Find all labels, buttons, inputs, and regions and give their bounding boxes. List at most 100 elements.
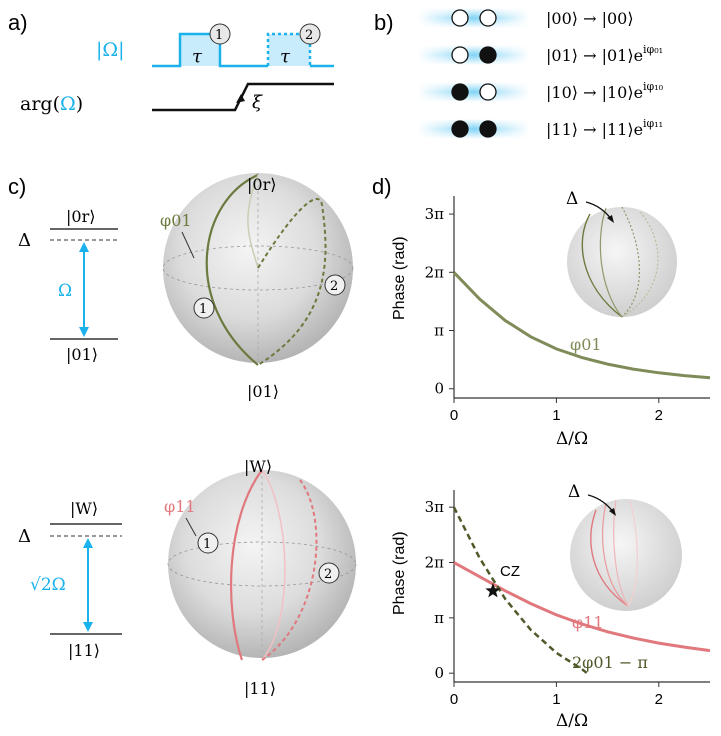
panel-d: d) 0 π 2π 3π 0 1 2 Phase (rad) Δ/Ω φ01 Δ 0 π 2π 3… bbox=[372, 174, 711, 731]
inset-arc-top-1 bbox=[581, 213, 623, 318]
upper-level-top: |0r⟩ bbox=[66, 207, 95, 226]
atom bbox=[451, 9, 469, 27]
atom bbox=[479, 9, 497, 27]
inset-arc-bottom-4 bbox=[627, 499, 638, 607]
lower-level-top: |01⟩ bbox=[66, 345, 98, 364]
sphere-top-north: |0r⟩ bbox=[247, 175, 276, 194]
phase-pointer-top bbox=[181, 231, 195, 259]
sphere-bottom-north: |W⟩ bbox=[244, 457, 272, 476]
trajectory-1-back-bottom bbox=[261, 469, 286, 661]
atom bbox=[451, 120, 469, 138]
level-diagram-bottom: |W⟩ Δ √2Ω |11⟩ bbox=[18, 499, 122, 660]
inset-arc-bottom-1 bbox=[590, 509, 629, 607]
panel-c-label: c) bbox=[8, 174, 26, 199]
marker-2-bottom bbox=[318, 562, 340, 584]
state-phase: iφ₀₁ bbox=[643, 43, 663, 56]
laser-beam-fade bbox=[418, 8, 530, 28]
tau-2: τ bbox=[280, 46, 291, 67]
ylabel-top: Phase (rad) bbox=[391, 236, 408, 320]
panel-d-label: d) bbox=[372, 174, 392, 199]
state-mapping: |00⟩ → |00⟩ bbox=[546, 9, 634, 28]
y-tick-label: 0 bbox=[434, 380, 444, 398]
trajectory-2-bottom bbox=[261, 479, 318, 661]
y-tick-label: 0 bbox=[434, 664, 444, 682]
coupling-top: Ω bbox=[58, 281, 72, 301]
phase-label-bottom: φ11 bbox=[164, 497, 196, 516]
y-tick-label: π bbox=[434, 322, 444, 340]
x-tick-label: 0 bbox=[450, 407, 458, 424]
trajectory-2-top bbox=[257, 197, 327, 366]
marker-2-top-label: 2 bbox=[330, 279, 338, 294]
phase-step-line bbox=[152, 82, 334, 112]
inset-arc-top-4 bbox=[621, 211, 659, 318]
cz-star-marker bbox=[485, 582, 501, 598]
inset-delta-top: Δ bbox=[566, 189, 578, 209]
x-tick-label: 1 bbox=[552, 691, 560, 708]
curve-label-phi11: φ11 bbox=[572, 613, 604, 632]
cz-label: CZ bbox=[500, 563, 520, 580]
arrow-head-up-bottom bbox=[83, 538, 93, 548]
x-tick-label: 0 bbox=[450, 691, 458, 708]
pulse-line-1 bbox=[152, 32, 268, 68]
xi-label: ξ bbox=[252, 92, 263, 113]
atom bbox=[479, 46, 497, 64]
detuning-bottom: Δ bbox=[18, 526, 31, 547]
marker-1-bottom bbox=[197, 532, 219, 554]
atom bbox=[479, 120, 497, 138]
state-mapping: |10⟩ → |10⟩eiφ₁₀ bbox=[546, 80, 664, 102]
tau-1: τ bbox=[192, 46, 203, 67]
x-tick-label: 1 bbox=[552, 407, 560, 424]
sphere-body-bottom bbox=[168, 470, 356, 658]
marker-2-top bbox=[324, 274, 346, 296]
state-mapping: |11⟩ → |11⟩eiφ₁₁ bbox=[546, 117, 663, 139]
x-tick-label: 2 bbox=[655, 407, 663, 424]
panel-b: b) |00⟩ → |00⟩ |01⟩ → |01⟩eiφ₀₁ |10⟩ → |10… bbox=[374, 8, 664, 139]
pulse-2-number: 2 bbox=[305, 28, 313, 43]
ticks-bottom: 0 π 2π 3π 0 1 2 bbox=[425, 498, 663, 708]
panel-a-label: a) bbox=[8, 10, 28, 35]
state-rows: |00⟩ → |00⟩ |01⟩ → |01⟩eiφ₀₁ |10⟩ → |10⟩ei… bbox=[418, 8, 664, 139]
pulse-1-marker bbox=[209, 23, 231, 45]
panel-a: a) |Ω| τ τ 1 2 arg(Ω) ξ bbox=[8, 10, 334, 115]
inset-arrow-head-top bbox=[607, 215, 614, 223]
trajectory-1-bottom bbox=[229, 469, 263, 661]
inset-delta-bottom: Δ bbox=[568, 482, 580, 502]
state-phase: iφ₁₁ bbox=[643, 117, 663, 130]
abs-omega-label: |Ω| bbox=[96, 39, 125, 61]
sphere-bottom-south: |11⟩ bbox=[244, 679, 276, 698]
curve-phi01 bbox=[452, 271, 711, 380]
y-tick-label: π bbox=[434, 609, 444, 627]
xlabel-top: Δ/Ω bbox=[556, 429, 588, 449]
inset-arc-top-2 bbox=[599, 207, 623, 318]
coupling-bottom: √2Ω bbox=[30, 575, 66, 595]
curve-phi11 bbox=[453, 561, 711, 653]
inset-arrow-head-bottom bbox=[609, 508, 616, 516]
marker-2-bottom-label: 2 bbox=[324, 567, 332, 582]
detuning-top: Δ bbox=[18, 230, 31, 251]
y-tick-label: 3π bbox=[425, 205, 445, 223]
laser-beam-fade bbox=[418, 82, 530, 102]
pulse-2-marker bbox=[299, 23, 321, 45]
curve-label-2phi01: 2φ01 − π bbox=[572, 653, 648, 672]
trajectory-1-back-top bbox=[247, 174, 259, 269]
panel-b-label: b) bbox=[374, 10, 394, 35]
marker-1-top-label: 1 bbox=[199, 302, 207, 317]
y-tick-label: 3π bbox=[425, 498, 445, 516]
inset-arc-bottom-2 bbox=[602, 502, 629, 607]
inset-sphere-top bbox=[567, 207, 677, 317]
bloch-sphere-top: 1 2 |0r⟩ |01⟩ φ01 bbox=[160, 173, 354, 401]
ticks-top: 0 π 2π 3π 0 1 2 bbox=[425, 205, 663, 424]
pulse-line-2 bbox=[266, 32, 312, 66]
arg-omega-label: arg(Ω) bbox=[20, 93, 83, 115]
atom bbox=[479, 83, 497, 101]
trajectory-1-top bbox=[205, 173, 259, 366]
laser-beam-fade bbox=[418, 45, 530, 65]
x-tick-label: 2 bbox=[655, 691, 663, 708]
equator-bottom bbox=[167, 541, 357, 587]
sphere-top-south: |01⟩ bbox=[247, 382, 279, 401]
state-mapping: |01⟩ → |01⟩eiφ₀₁ bbox=[546, 43, 663, 65]
phase-label-top: φ01 bbox=[160, 211, 192, 230]
pulse-1-number: 1 bbox=[215, 28, 223, 43]
xlabel-bottom: Δ/Ω bbox=[556, 711, 588, 731]
